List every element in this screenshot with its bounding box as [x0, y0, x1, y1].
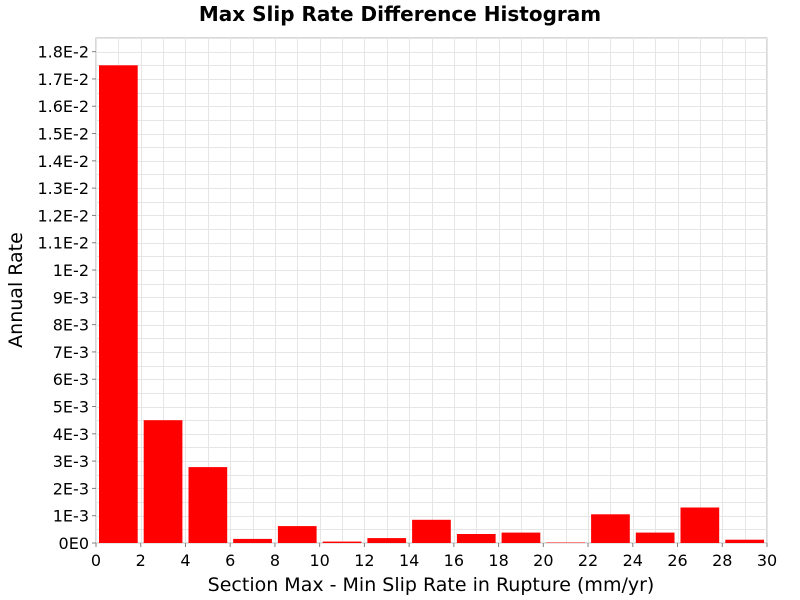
histogram-bar [546, 542, 585, 543]
y-tick-label: 4E-3 [53, 425, 89, 444]
histogram-bar [635, 532, 675, 543]
y-tick-label: 1.3E-2 [37, 179, 89, 198]
y-tick-label: 1.2E-2 [37, 206, 89, 225]
x-tick-label: 6 [225, 551, 235, 570]
histogram-bar [99, 65, 138, 544]
histogram-bar [277, 526, 317, 543]
histogram-bar [501, 532, 541, 543]
x-tick-label: 18 [488, 551, 508, 570]
x-tick-label: 2 [136, 551, 146, 570]
y-tick-label: 9E-3 [53, 288, 89, 307]
y-tick-label: 1.8E-2 [37, 43, 89, 62]
x-axis-ticks: 0 2 4 6 8 10 12 14 16 18 20 22 24 26 28 30 [91, 543, 777, 570]
x-tick-label: 14 [399, 551, 419, 570]
y-tick-label: 1E-3 [53, 507, 89, 526]
histogram-bar [322, 541, 362, 543]
x-axis-label: Section Max - Min Slip Rate in Rupture (… [208, 574, 655, 596]
y-tick-label: 1.4E-2 [37, 152, 89, 171]
grid-lines [96, 38, 768, 544]
y-tick-label: 1.6E-2 [37, 97, 89, 116]
y-tick-label: 1.7E-2 [37, 70, 89, 89]
y-tick-label: 7E-3 [53, 343, 89, 362]
y-tick-label: 1.5E-2 [37, 125, 89, 144]
histogram-bar [725, 539, 764, 543]
y-tick-label: 3E-3 [53, 452, 89, 471]
histogram-bar [143, 420, 183, 543]
y-tick-label: 1.1E-2 [37, 234, 89, 253]
histogram-bar [680, 507, 720, 543]
x-tick-label: 28 [712, 551, 732, 570]
x-tick-label: 26 [667, 551, 687, 570]
x-tick-label: 12 [354, 551, 374, 570]
y-axis-label: Annual Rate [5, 232, 27, 348]
histogram-bar [233, 538, 272, 543]
chart-title: Max Slip Rate Difference Histogram [199, 2, 601, 26]
y-tick-label: 1E-2 [53, 261, 89, 280]
y-axis-ticks: 0E0 1E-3 2E-3 3E-3 4E-3 5E-3 6E-3 7E-3 8E-3 9E-3 1… [37, 43, 96, 553]
x-tick-label: 24 [623, 551, 643, 570]
y-tick-label: 2E-3 [53, 479, 89, 498]
x-tick-label: 20 [533, 551, 553, 570]
histogram-bar [412, 519, 451, 543]
x-tick-label: 10 [309, 551, 329, 570]
x-tick-label: 22 [578, 551, 598, 570]
x-tick-label: 30 [757, 551, 777, 570]
histogram-bar [591, 514, 630, 543]
y-tick-label: 0E0 [59, 534, 89, 553]
x-tick-label: 8 [270, 551, 280, 570]
bars [99, 65, 764, 544]
histogram-bar [456, 534, 496, 543]
y-tick-label: 5E-3 [53, 398, 89, 417]
histogram-bar [367, 538, 407, 543]
y-tick-label: 6E-3 [53, 370, 89, 389]
x-tick-label: 0 [91, 551, 101, 570]
x-tick-label: 4 [180, 551, 190, 570]
histogram-bar [188, 467, 228, 543]
x-tick-label: 16 [444, 551, 464, 570]
y-tick-label: 8E-3 [53, 316, 89, 335]
